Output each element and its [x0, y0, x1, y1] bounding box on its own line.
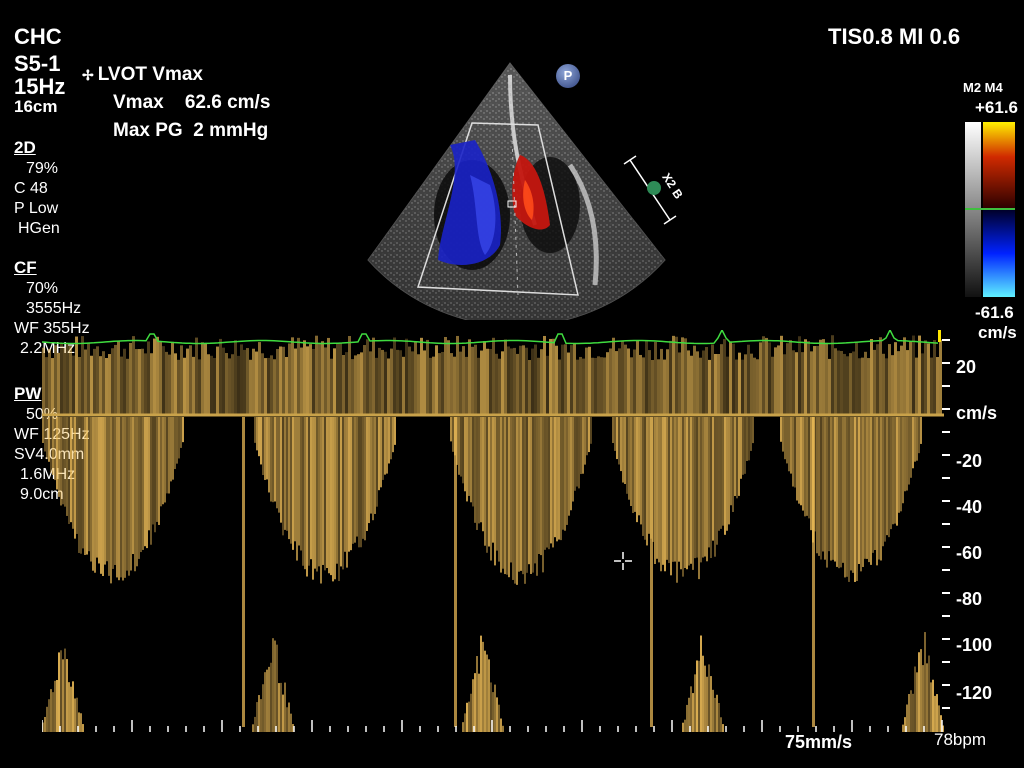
settings-cf-line: 3555Hz: [26, 300, 82, 317]
measure-cursor-icon[interactable]: [614, 552, 632, 570]
ecg-marker: [938, 330, 941, 342]
doppler-spectrum: [42, 330, 944, 732]
measurement-pg: Max PG 2 mmHg: [113, 120, 269, 141]
color-scale-mode: M2 M4: [963, 80, 1003, 95]
system-label: CHC: [14, 24, 62, 49]
axis-tick-label: -80: [956, 589, 983, 609]
velocity-axis: 20 cm/s -20 -40 -60 -80 -100 -120: [940, 330, 1024, 730]
crosshair-icon: ✢: [82, 67, 94, 83]
sweep-speed: 75mm/s: [785, 732, 853, 752]
settings-2d-line: 79%: [26, 160, 59, 177]
axis-tick-label: -40: [956, 497, 983, 517]
probe-x2-label: X2: [659, 171, 679, 191]
p-badge-icon: P: [556, 64, 580, 88]
probe-b-label: B: [669, 187, 686, 202]
ecg-trace: [42, 330, 939, 345]
axis-unit: cm/s: [956, 403, 998, 423]
probe-label: S5-1: [14, 51, 61, 76]
settings-cf-line: WF 355Hz: [14, 320, 90, 337]
echo-sector-image: [367, 62, 666, 320]
settings-cf-line: 2.2MHz: [20, 340, 76, 357]
measurement-vmax: Vmax 62.6 cm/s: [113, 92, 271, 113]
settings-2d-line: C 48: [14, 180, 48, 197]
axis-ticks: [942, 339, 950, 709]
settings-cf-line: 70%: [26, 280, 59, 297]
axis-tick-label: -120: [956, 683, 993, 703]
settings-2d-line: P Low: [14, 200, 59, 217]
axis-tick-label: 20: [956, 357, 977, 377]
axis-tick-label: -100: [956, 635, 993, 655]
time-ticks: [42, 720, 943, 732]
color-scale-top: +61.6: [975, 98, 1019, 117]
spectrum-envelope: [42, 335, 944, 732]
color-scale-unit: cm/s: [978, 323, 1017, 342]
color-scale-bottom: -61.6: [975, 303, 1014, 322]
color-velocity-scale: [965, 122, 1015, 297]
settings-pw-line: 9.0cm: [20, 486, 64, 503]
axis-tick-label: -20: [956, 451, 983, 471]
settings-2d-heading: 2D: [14, 138, 36, 157]
depth: 16cm: [14, 97, 58, 116]
tis-mi: TIS0.8 MI 0.6: [828, 24, 961, 49]
measurement-title: ✢ LVOT Vmax: [82, 64, 203, 85]
axis-tick-label: -60: [956, 543, 983, 563]
probe-marker: X2 B: [623, 155, 686, 225]
heart-rate: 78bpm: [934, 730, 986, 749]
settings-pw-heading: PW: [14, 384, 42, 403]
settings-2d-line: HGen: [18, 220, 60, 237]
settings-cf-heading: CF: [14, 258, 37, 277]
frame-rate: 15Hz: [14, 74, 66, 99]
